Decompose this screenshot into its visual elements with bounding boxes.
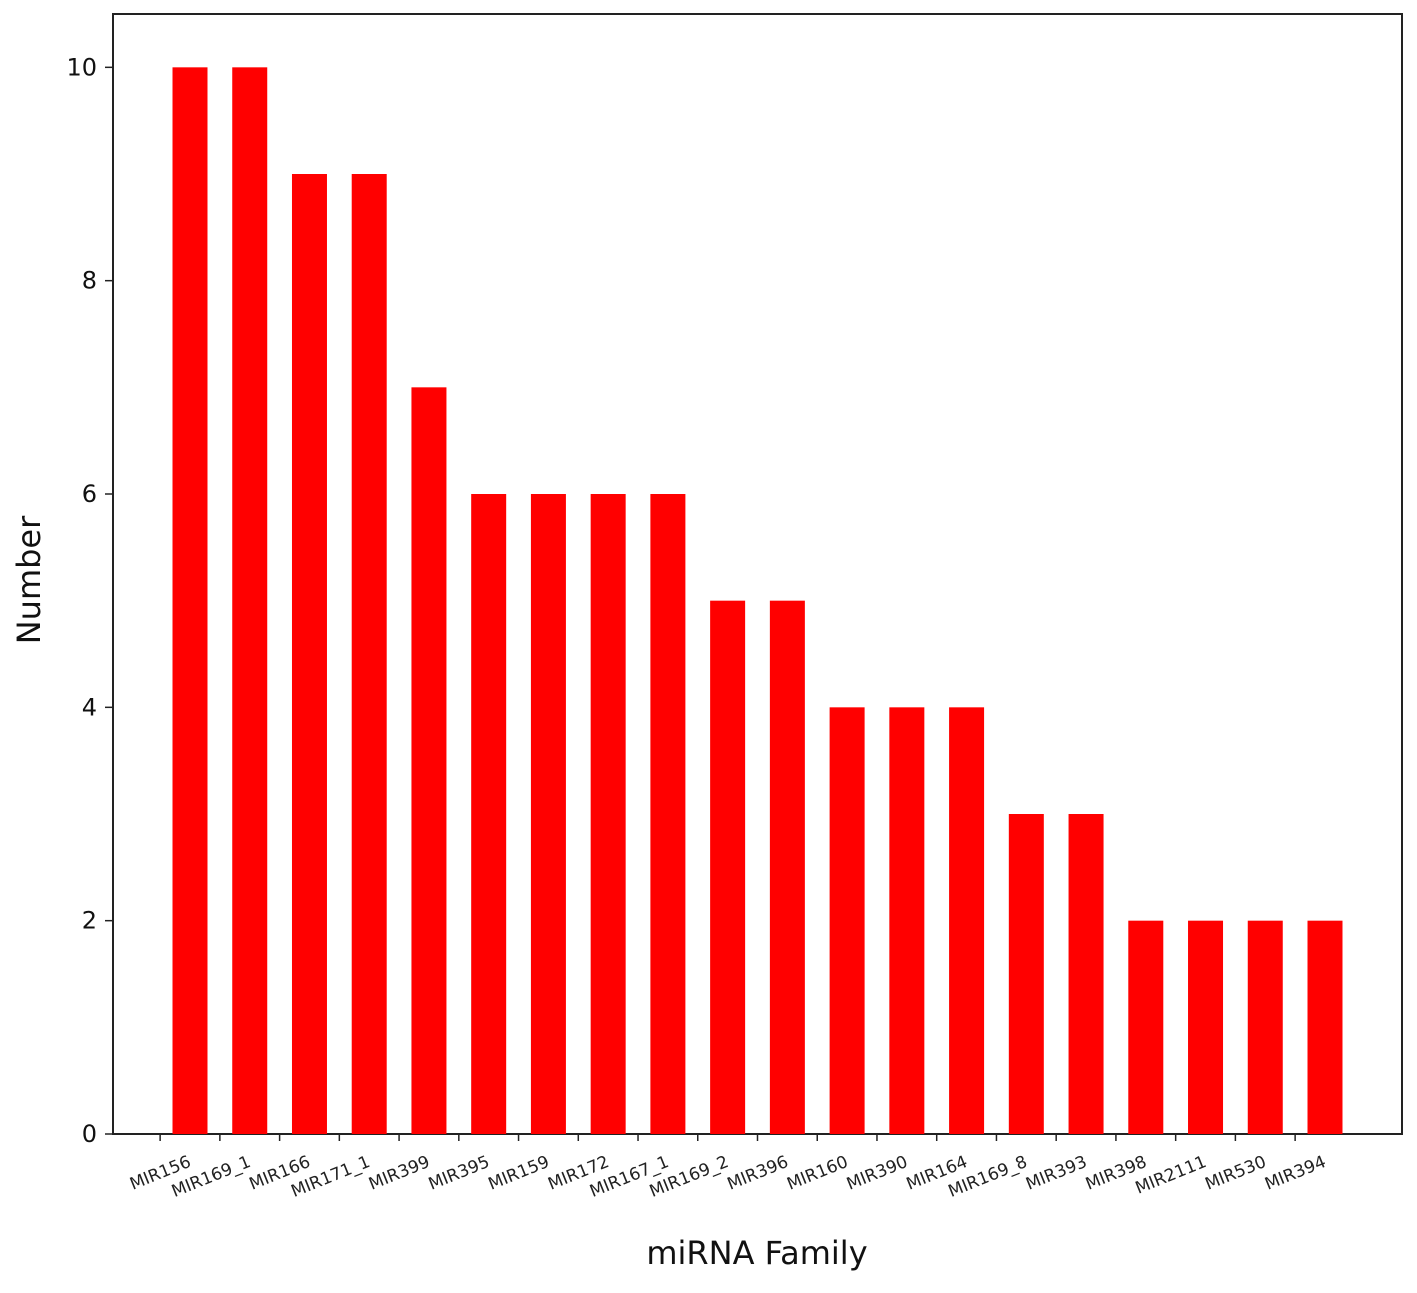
bar-mir169-2: [710, 600, 746, 1134]
bar-mir395: [471, 494, 507, 1134]
bars-layer: [172, 67, 1343, 1135]
bar-mir398: [1128, 920, 1164, 1134]
bar-mir169-1: [232, 67, 268, 1135]
bar-mir159: [530, 494, 566, 1134]
y-tick-label: 8: [82, 267, 97, 295]
bar-mir396: [769, 600, 805, 1134]
plot-area: [112, 13, 1403, 1135]
bar-mir166: [291, 174, 327, 1134]
bar-mir393: [1068, 814, 1104, 1134]
x-tick-label: MIR395: [426, 1152, 493, 1195]
bar-mir2111: [1188, 920, 1224, 1134]
x-axis: MIR156MIR169_1MIR166MIR171_1MIR399MIR395…: [127, 1134, 1329, 1202]
x-axis-label: miRNA Family: [646, 1234, 867, 1272]
x-tick-label: MIR393: [1023, 1152, 1090, 1195]
x-tick-label: MIR396: [724, 1152, 791, 1195]
bar-mir399: [411, 387, 447, 1135]
y-axis-label: Number: [10, 515, 48, 644]
y-tick-label: 6: [82, 480, 97, 508]
bar-mir171-1: [351, 174, 387, 1134]
bar-mir164: [949, 707, 985, 1134]
bar-mir172: [590, 494, 626, 1134]
bar-mir160: [829, 707, 865, 1134]
y-tick-label: 10: [66, 53, 97, 81]
x-tick-label: MIR394: [1262, 1152, 1329, 1195]
x-tick-label: MIR160: [784, 1152, 851, 1195]
bar-mir390: [889, 707, 925, 1134]
bar-mir530: [1247, 920, 1283, 1134]
x-tick-label: MIR530: [1202, 1152, 1269, 1195]
y-axis: 0 2 4 6 8 10: [66, 53, 113, 1148]
x-tick-label: MIR159: [486, 1152, 553, 1195]
x-tick-label: MIR399: [366, 1152, 433, 1195]
y-tick-label: 0: [82, 1120, 97, 1148]
y-tick-label: 2: [82, 907, 97, 935]
bar-mir169-8: [1008, 814, 1044, 1134]
bar-mir156: [172, 67, 208, 1135]
y-tick-label: 4: [82, 693, 97, 721]
bar-mir394: [1307, 920, 1343, 1134]
x-tick-label: MIR390: [844, 1152, 911, 1195]
bar-mir167-1: [650, 494, 686, 1134]
